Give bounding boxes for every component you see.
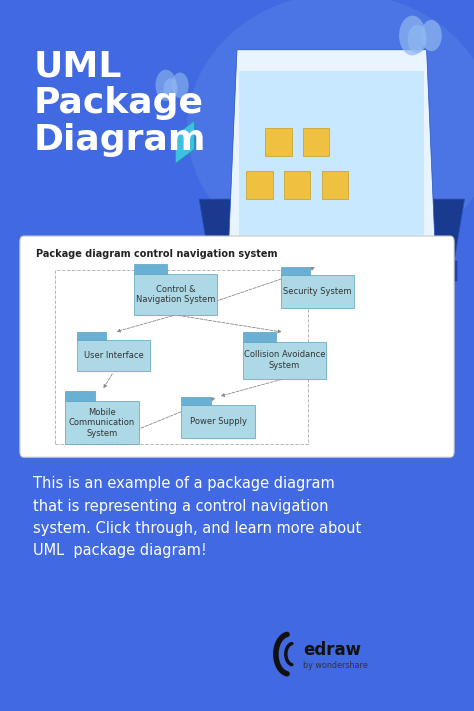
Bar	[55, 270, 308, 444]
Bar	[0, 0, 474, 309]
Bar	[134, 264, 167, 274]
Text: edraw: edraw	[303, 641, 361, 659]
Bar	[239, 71, 424, 252]
Text: This is an example of a package diagram
that is representing a control navigatio: This is an example of a package diagram …	[33, 476, 362, 558]
Text: Power Supply: Power Supply	[190, 417, 246, 426]
Polygon shape	[175, 121, 194, 164]
Bar	[303, 128, 329, 156]
Bar	[134, 274, 217, 315]
FancyBboxPatch shape	[20, 236, 454, 457]
Circle shape	[172, 73, 189, 98]
Text: Mobile
Communication
System: Mobile Communication System	[69, 408, 135, 437]
Circle shape	[155, 70, 176, 101]
Circle shape	[408, 25, 427, 53]
Bar	[216, 261, 457, 281]
Circle shape	[399, 16, 426, 55]
Bar	[281, 267, 310, 275]
Bar	[65, 401, 138, 444]
Bar	[281, 275, 355, 308]
Circle shape	[421, 20, 442, 51]
Bar	[322, 171, 348, 199]
Text: by wondershare: by wondershare	[303, 661, 368, 670]
Bar	[243, 333, 276, 342]
Bar	[181, 397, 210, 405]
Text: Security System: Security System	[283, 287, 352, 296]
Polygon shape	[199, 199, 465, 284]
Bar	[77, 332, 106, 341]
Text: UML
Package
Diagram: UML Package Diagram	[33, 50, 206, 157]
Bar	[265, 128, 292, 156]
Bar	[77, 341, 151, 371]
Text: Package diagram control navigation system: Package diagram control navigation syste…	[36, 249, 277, 259]
Text: Control &
Navigation System: Control & Navigation System	[136, 285, 215, 304]
Text: Collision Avoidance
System: Collision Avoidance System	[244, 351, 325, 370]
Bar	[181, 405, 255, 438]
Bar	[246, 171, 273, 199]
Bar	[284, 171, 310, 199]
Circle shape	[164, 78, 178, 100]
Bar	[65, 391, 95, 401]
Ellipse shape	[187, 0, 474, 263]
Polygon shape	[228, 50, 436, 270]
Text: User Interface: User Interface	[84, 351, 144, 360]
Bar	[243, 341, 326, 378]
